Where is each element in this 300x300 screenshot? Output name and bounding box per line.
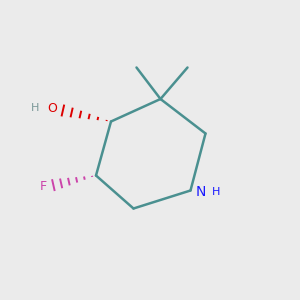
- Text: H: H: [212, 187, 220, 197]
- Text: H: H: [31, 103, 39, 113]
- Text: O: O: [47, 101, 57, 115]
- Text: F: F: [39, 179, 46, 193]
- Text: N: N: [196, 185, 206, 199]
